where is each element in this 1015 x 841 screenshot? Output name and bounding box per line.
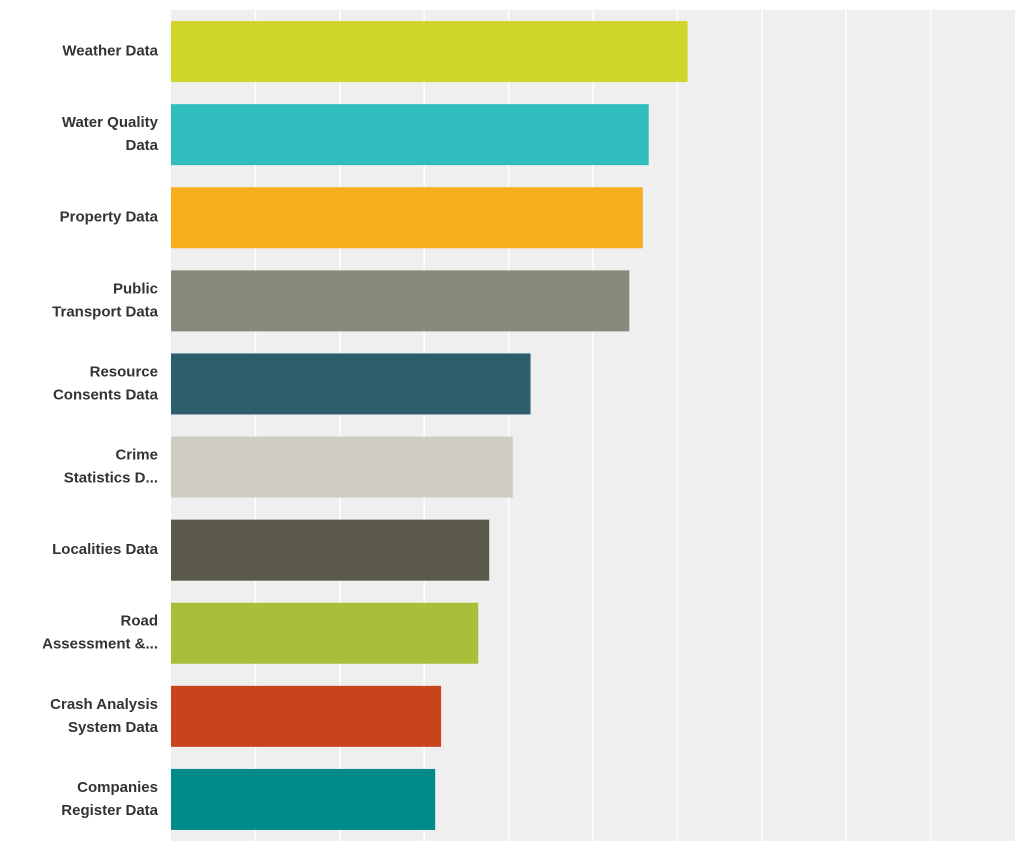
bars [171, 21, 688, 830]
category-label-line: Register Data [61, 802, 158, 819]
bar [171, 519, 490, 581]
category-label-line: Companies [77, 779, 158, 796]
bar [171, 602, 479, 664]
category-label-line: Crash Analysis [50, 696, 158, 713]
bar [171, 436, 513, 498]
category-label-line: Weather Data [62, 43, 158, 60]
category-label-line: Statistics D... [64, 470, 158, 487]
category-label-line: Consents Data [53, 386, 159, 403]
bar [171, 768, 436, 830]
category-labels: Weather Data Water Quality Data Property Da… [42, 43, 159, 819]
category-label-line: Water Quality [62, 114, 159, 131]
bar [171, 353, 531, 415]
bar [171, 21, 688, 83]
category-label: Crash Analysis System Data [50, 696, 158, 736]
category-label: Localities Data [52, 541, 159, 558]
bar [171, 187, 643, 249]
category-label-line: Property Data [60, 209, 159, 226]
category-label-line: Crime [115, 447, 158, 464]
category-label: Companies Register Data [61, 779, 158, 819]
category-label: Weather Data [62, 43, 158, 60]
bar [171, 104, 649, 166]
bar [171, 685, 442, 747]
category-label: Road Assessment &... [42, 613, 158, 653]
category-label: Crime Statistics D... [64, 447, 158, 487]
bar [171, 270, 630, 332]
category-label-line: System Data [68, 719, 159, 736]
category-label: Property Data [60, 209, 159, 226]
category-label: Resource Consents Data [53, 363, 159, 403]
category-label: Water Quality Data [62, 114, 159, 154]
category-label-line: Data [125, 137, 158, 154]
category-label-line: Localities Data [52, 541, 159, 558]
category-label-line: Resource [90, 363, 158, 380]
category-label-line: Road [121, 613, 159, 630]
category-label-line: Public [113, 280, 158, 297]
category-label-line: Transport Data [52, 303, 159, 320]
category-label: Public Transport Data [52, 280, 159, 320]
category-label-line: Assessment &... [42, 636, 158, 653]
